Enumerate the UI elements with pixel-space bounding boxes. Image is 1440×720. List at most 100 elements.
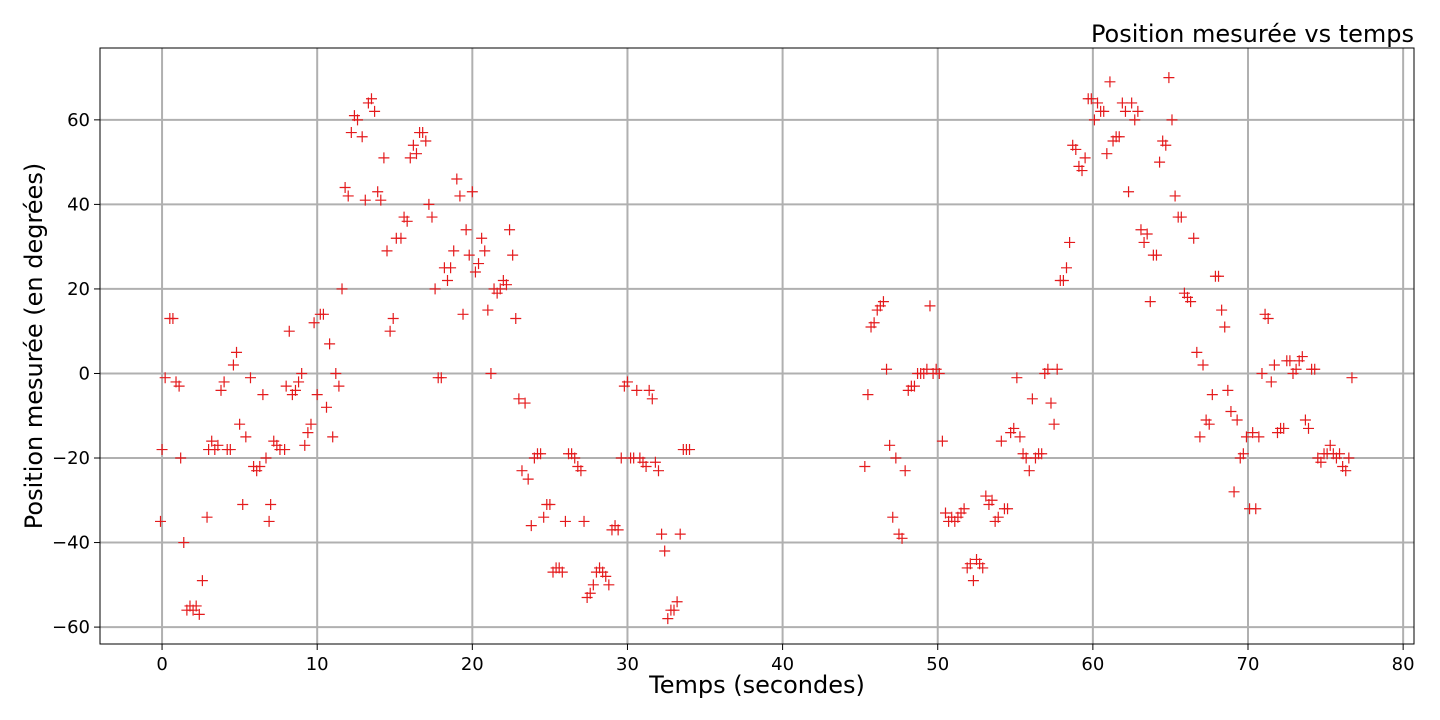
data-point xyxy=(260,452,272,464)
data-point xyxy=(201,511,213,523)
x-tick-label: 60 xyxy=(1081,654,1104,675)
data-point xyxy=(662,613,674,625)
data-point xyxy=(1141,228,1153,240)
data-point xyxy=(156,444,168,456)
data-point xyxy=(1185,296,1197,308)
chart-title: Position mesurée vs temps xyxy=(1091,20,1414,48)
data-point xyxy=(311,389,323,401)
data-point xyxy=(324,338,336,350)
data-point xyxy=(921,363,933,375)
data-point xyxy=(908,380,920,392)
data-point xyxy=(365,93,377,105)
data-point xyxy=(1076,165,1088,177)
data-point xyxy=(1020,452,1032,464)
data-point xyxy=(212,439,224,451)
data-point xyxy=(494,283,506,295)
data-point xyxy=(1113,131,1125,143)
data-point xyxy=(320,401,332,413)
data-point xyxy=(1231,414,1243,426)
data-point xyxy=(1213,270,1225,282)
data-point xyxy=(1197,359,1209,371)
axis-ticks: 0 10 20 30 40 50 60 70 80 −60 −40 −20 0 20 40 60 xyxy=(52,110,1415,675)
data-point xyxy=(646,393,658,405)
data-point xyxy=(924,300,936,312)
data-point xyxy=(215,384,227,396)
x-tick-label: 30 xyxy=(616,654,639,675)
data-point xyxy=(451,173,463,185)
data-point xyxy=(1284,355,1296,367)
data-point xyxy=(1160,139,1172,151)
data-point xyxy=(1222,384,1234,396)
data-point xyxy=(407,139,419,151)
data-point xyxy=(330,367,342,379)
data-point xyxy=(1011,372,1023,384)
data-point xyxy=(1188,232,1200,244)
data-point xyxy=(1008,422,1020,434)
data-point xyxy=(372,186,384,198)
data-point xyxy=(1290,363,1302,375)
data-point xyxy=(1101,148,1113,160)
data-point xyxy=(877,296,889,308)
data-point xyxy=(1240,431,1252,443)
data-point xyxy=(317,308,329,320)
data-point xyxy=(1150,249,1162,261)
data-point xyxy=(684,444,696,456)
data-point xyxy=(1315,456,1327,468)
data-point xyxy=(457,308,469,320)
data-point xyxy=(1268,359,1280,371)
data-point xyxy=(218,376,230,388)
data-point xyxy=(1340,465,1352,477)
data-point xyxy=(1203,418,1215,430)
y-tick-label: −20 xyxy=(52,448,90,469)
data-point xyxy=(173,380,185,392)
data-point xyxy=(1070,143,1082,155)
data-point xyxy=(1303,422,1315,434)
data-point xyxy=(429,283,441,295)
data-point xyxy=(980,490,992,502)
x-tick-label: 20 xyxy=(461,654,484,675)
data-point xyxy=(410,148,422,160)
data-point xyxy=(1299,414,1311,426)
data-point xyxy=(525,520,537,532)
data-point xyxy=(674,528,686,540)
data-point xyxy=(887,511,899,523)
data-point xyxy=(1265,376,1277,388)
data-point xyxy=(1334,448,1346,460)
data-point xyxy=(1250,503,1262,515)
data-point xyxy=(1346,372,1358,384)
data-point xyxy=(656,528,668,540)
data-point xyxy=(884,439,896,451)
data-point xyxy=(1163,72,1175,84)
data-point xyxy=(289,384,301,396)
data-point xyxy=(302,427,314,439)
data-point xyxy=(1051,363,1063,375)
data-point xyxy=(227,359,239,371)
y-tick-label: 20 xyxy=(67,279,90,300)
data-point xyxy=(1098,105,1110,117)
data-point xyxy=(936,435,948,447)
data-point xyxy=(504,224,516,236)
data-point xyxy=(1256,367,1268,379)
data-point xyxy=(265,499,277,511)
data-point xyxy=(190,600,202,612)
data-point xyxy=(369,105,381,117)
plot-frame xyxy=(99,47,1415,645)
data-point xyxy=(342,190,354,202)
data-point xyxy=(967,575,979,587)
data-point xyxy=(1324,439,1336,451)
data-point xyxy=(640,460,652,472)
data-point xyxy=(1138,236,1150,248)
data-point xyxy=(293,376,305,388)
data-point xyxy=(556,566,568,578)
data-point xyxy=(460,224,472,236)
data-point xyxy=(395,232,407,244)
data-point xyxy=(958,503,970,515)
data-point xyxy=(612,524,624,536)
data-point xyxy=(1343,452,1355,464)
data-point xyxy=(155,515,167,527)
data-point xyxy=(643,384,655,396)
data-point xyxy=(482,304,494,316)
data-point xyxy=(254,460,266,472)
data-point xyxy=(1144,296,1156,308)
x-tick-label: 40 xyxy=(771,654,794,675)
